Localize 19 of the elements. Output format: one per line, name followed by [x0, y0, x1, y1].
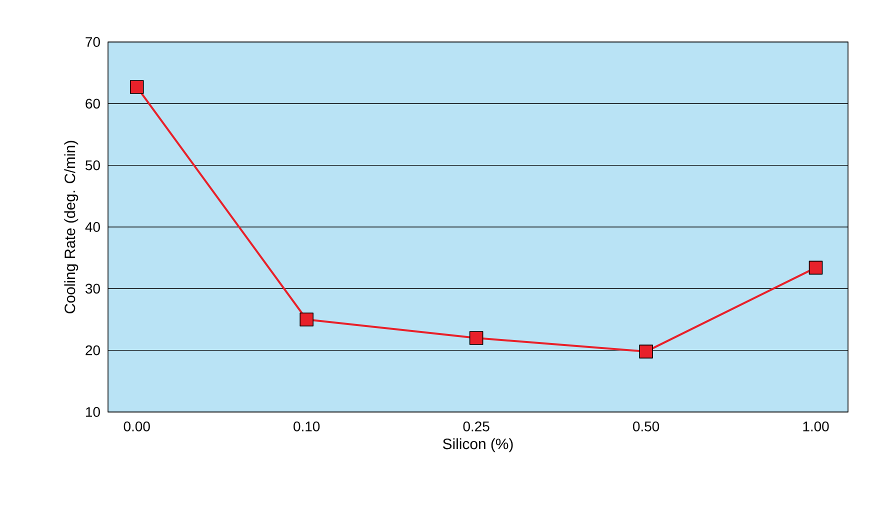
y-axis-title: Cooling Rate (deg. C/min)	[64, 140, 78, 314]
y-tick-label: 50	[86, 160, 100, 170]
point	[808, 260, 823, 275]
point	[300, 312, 314, 326]
y-tick-label: 10	[86, 407, 100, 417]
y-tick-label: 40	[85, 222, 100, 232]
point	[639, 344, 653, 358]
x-axis-title: Silicon (%)	[442, 438, 513, 452]
x-tick-label: 0.00	[124, 421, 150, 432]
x-tick-label: 0.50	[633, 421, 660, 432]
y-tick-label: 20	[86, 345, 100, 356]
y-tick-label: 30	[86, 284, 100, 294]
y-tick-label: 60	[86, 98, 100, 109]
point	[469, 331, 484, 345]
y-tick-label: 70	[86, 37, 100, 47]
point	[130, 80, 144, 94]
x-tick-label: 1.00	[803, 421, 829, 432]
x-tick-label: 0.10	[294, 421, 320, 432]
x-tick-label: 0.25	[463, 421, 490, 432]
